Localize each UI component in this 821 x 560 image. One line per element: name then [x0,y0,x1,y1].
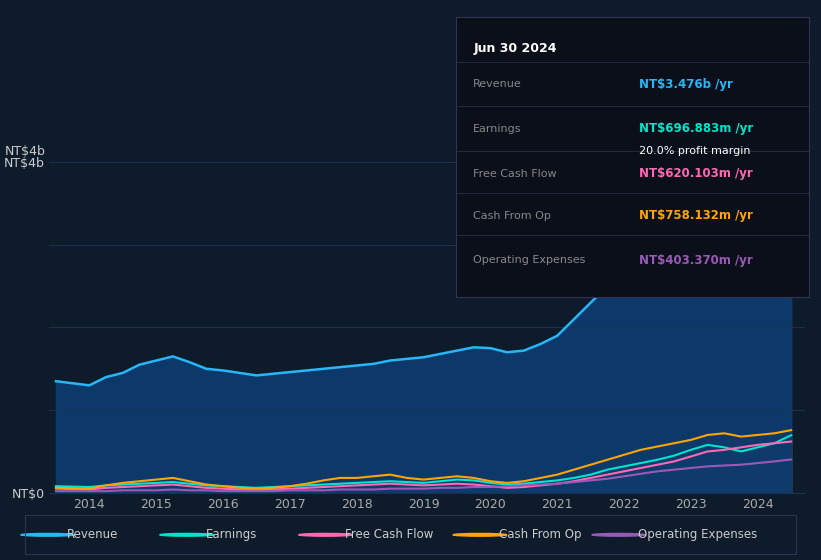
Text: Revenue: Revenue [474,79,522,89]
Text: Revenue: Revenue [67,528,118,542]
Text: Free Cash Flow: Free Cash Flow [474,169,557,179]
Text: Operating Expenses: Operating Expenses [474,255,585,265]
Text: NT$696.883m /yr: NT$696.883m /yr [640,122,754,136]
Text: Earnings: Earnings [474,124,522,134]
Circle shape [453,534,507,536]
Text: NT$403.370m /yr: NT$403.370m /yr [640,254,753,267]
Text: Cash From Op: Cash From Op [499,528,582,542]
Text: NT$3.476b /yr: NT$3.476b /yr [640,77,733,91]
Text: 20.0% profit margin: 20.0% profit margin [640,146,750,156]
Text: NT$4b: NT$4b [5,145,45,158]
Text: Jun 30 2024: Jun 30 2024 [474,42,557,55]
Text: Earnings: Earnings [206,528,257,542]
Text: Cash From Op: Cash From Op [474,211,551,221]
Circle shape [159,534,213,536]
Text: NT$758.132m /yr: NT$758.132m /yr [640,209,753,222]
Circle shape [21,534,75,536]
Text: NT$620.103m /yr: NT$620.103m /yr [640,167,753,180]
Circle shape [592,534,646,536]
Text: Free Cash Flow: Free Cash Flow [345,528,433,542]
Circle shape [299,534,353,536]
Text: Operating Expenses: Operating Expenses [638,528,758,542]
